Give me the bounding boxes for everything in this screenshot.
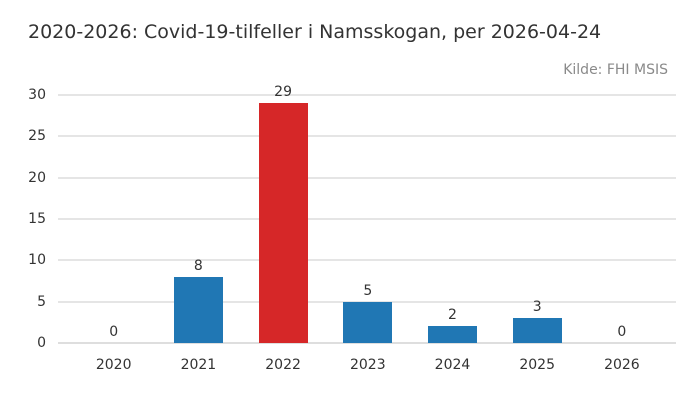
gridline [58, 135, 676, 138]
x-tick-label-2020: 2020 [95, 357, 132, 373]
bar-value-label: 29 [274, 84, 292, 101]
bar-2024 [428, 326, 477, 343]
bar-value-label: 0 [617, 324, 627, 340]
x-tick-label-2026: 2026 [604, 357, 640, 373]
gridline [58, 176, 676, 179]
baseline-gridline [58, 342, 676, 344]
bar-2023 [343, 301, 393, 343]
x-tick-label-2023: 2023 [349, 357, 386, 373]
gridline [58, 259, 676, 262]
y-tick-label: 10 [28, 252, 46, 269]
bar-value-label: 5 [363, 282, 373, 299]
x-tick-label-2021: 2021 [180, 357, 217, 373]
y-tick-label: 15 [28, 211, 46, 227]
y-tick-label: 20 [28, 169, 46, 186]
gridline [58, 94, 676, 96]
y-tick-label: 25 [28, 128, 46, 145]
y-tick-label: 30 [28, 87, 46, 103]
plot-area: 0 8 29 5 2 3 0 [58, 84, 676, 344]
x-tick-label-2022: 2022 [265, 357, 301, 373]
bar-2025 [512, 318, 562, 343]
y-tick-label: 0 [37, 335, 46, 351]
bar-value-label: 3 [532, 299, 542, 316]
bar-value-label: 2 [448, 307, 457, 324]
bar-2021 [173, 276, 223, 343]
chart-title: 2020-2026: Covid-19-tilfeller i Namsskog… [28, 21, 602, 43]
y-tick-label: 5 [37, 293, 46, 310]
x-tick-label-2025: 2025 [519, 357, 555, 373]
bar-2022 [258, 103, 308, 343]
gridline [58, 218, 676, 220]
x-tick-label-2024: 2024 [434, 357, 471, 373]
bar-value-label: 8 [193, 257, 203, 274]
chart-source-label: Kilde: FHI MSIS [563, 62, 668, 78]
bar-value-label: 0 [109, 324, 119, 340]
